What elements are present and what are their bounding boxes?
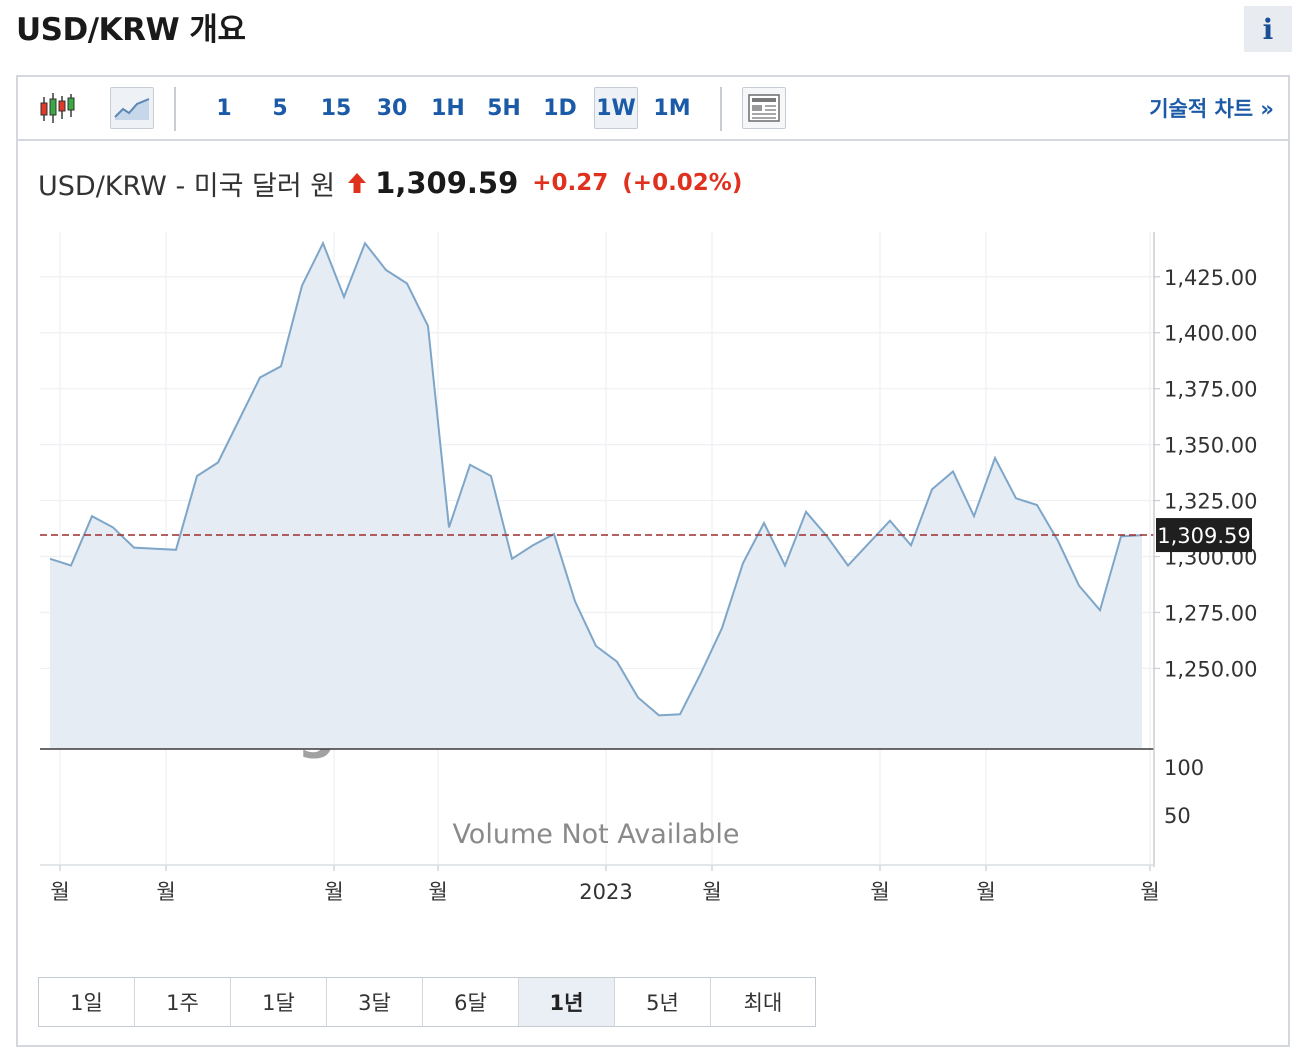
interval-1m[interactable]: 1M	[653, 95, 691, 121]
candlestick-icon	[40, 93, 75, 123]
y-tick-label: 1,375.00	[1164, 378, 1258, 402]
x-tick-label: 월	[428, 880, 447, 904]
page-title: USD/KRW 개요	[16, 12, 246, 48]
line-chart-button[interactable]	[110, 87, 154, 129]
interval-5[interactable]: 5	[272, 95, 288, 121]
x-tick-label: 2023	[579, 880, 632, 904]
x-tick-label: 월	[976, 880, 995, 904]
last-price-tag: 1,309.59	[1157, 524, 1251, 548]
y-tick-label: 1,425.00	[1164, 266, 1258, 290]
table-view-button[interactable]	[742, 87, 786, 129]
range-1-year[interactable]: 1년	[519, 978, 615, 1026]
x-tick-label: 월	[324, 880, 343, 904]
volume-not-available-message: Volume Not Available	[452, 819, 739, 850]
last-price: 1,309.59	[375, 166, 519, 200]
chart-panel: 1 5 15 30 1H 5H 1D 1W 1M 기술적 차트 » USD/KR	[16, 75, 1290, 1047]
price-change: +0.27	[532, 170, 609, 196]
interval-1h[interactable]: 1H	[431, 95, 465, 121]
range-5-years[interactable]: 5년	[615, 978, 711, 1026]
range-1-day[interactable]: 1일	[39, 978, 135, 1026]
time-range-selector: 1일 1주 1달 3달 6달 1년 5년 최대	[38, 977, 816, 1027]
y-tick-label: 1,325.00	[1164, 490, 1258, 514]
volume-tick-label: 50	[1164, 804, 1191, 828]
toolbar-separator	[720, 87, 722, 131]
interval-1[interactable]: 1	[216, 95, 232, 121]
info-button[interactable]: i	[1244, 6, 1292, 52]
interval-1d[interactable]: 1D	[543, 95, 577, 121]
y-tick-label: 1,400.00	[1164, 322, 1258, 346]
chart-toolbar: 1 5 15 30 1H 5H 1D 1W 1M 기술적 차트 »	[18, 77, 1288, 141]
instrument-name: USD/KRW - 미국 달러 원	[38, 170, 336, 202]
range-3-months[interactable]: 3달	[327, 978, 423, 1026]
price-chart[interactable]: 월 월 월 월 2023 월 월 월 월 1,425.00 1,400.00 1,375.00 1,3…	[18, 77, 1288, 957]
interval-30[interactable]: 30	[376, 95, 408, 121]
price-change-percent: (+0.02%)	[622, 170, 743, 196]
price-area-fill	[50, 243, 1142, 749]
x-tick-label: 월	[156, 880, 175, 904]
y-axis-ticks: 1,425.00 1,400.00 1,375.00 1,350.00 1,325.00…	[1154, 266, 1258, 681]
x-tick-label: 월	[50, 880, 69, 904]
interval-15[interactable]: 15	[320, 95, 352, 121]
x-axis-ticks: 월 월 월 월 2023 월 월 월 월	[50, 865, 1160, 904]
technical-chart-link[interactable]: 기술적 차트 »	[1149, 97, 1274, 121]
quote-summary: USD/KRW - 미국 달러 원 1,309.59 +0.27 (+0.02%…	[38, 163, 742, 203]
candlestick-chart-button[interactable]	[36, 87, 78, 129]
up-arrow-icon	[348, 173, 367, 193]
x-tick-label: 월	[870, 880, 889, 904]
x-tick-label: 월	[702, 880, 721, 904]
last-price-label: 1,309.59	[1156, 518, 1252, 553]
table-view-icon	[748, 94, 780, 122]
range-1-week[interactable]: 1주	[135, 978, 231, 1026]
y-tick-label: 1,275.00	[1164, 601, 1258, 625]
y-tick-label: 1,350.00	[1164, 434, 1258, 458]
line-chart-icon	[114, 98, 150, 120]
range-1-month[interactable]: 1달	[231, 978, 327, 1026]
range-6-months[interactable]: 6달	[423, 978, 519, 1026]
interval-selector: 1 5 15 30 1H 5H 1D 1W 1M	[196, 87, 700, 129]
x-tick-label: 월	[1140, 880, 1159, 904]
interval-1w[interactable]: 1W	[594, 87, 638, 129]
price-line	[49, 240, 1143, 717]
volume-tick-label: 100	[1164, 756, 1204, 780]
toolbar-separator	[174, 87, 176, 131]
interval-5h[interactable]: 5H	[487, 95, 521, 121]
range-max[interactable]: 최대	[711, 978, 815, 1026]
y-tick-label: 1,250.00	[1164, 657, 1258, 681]
